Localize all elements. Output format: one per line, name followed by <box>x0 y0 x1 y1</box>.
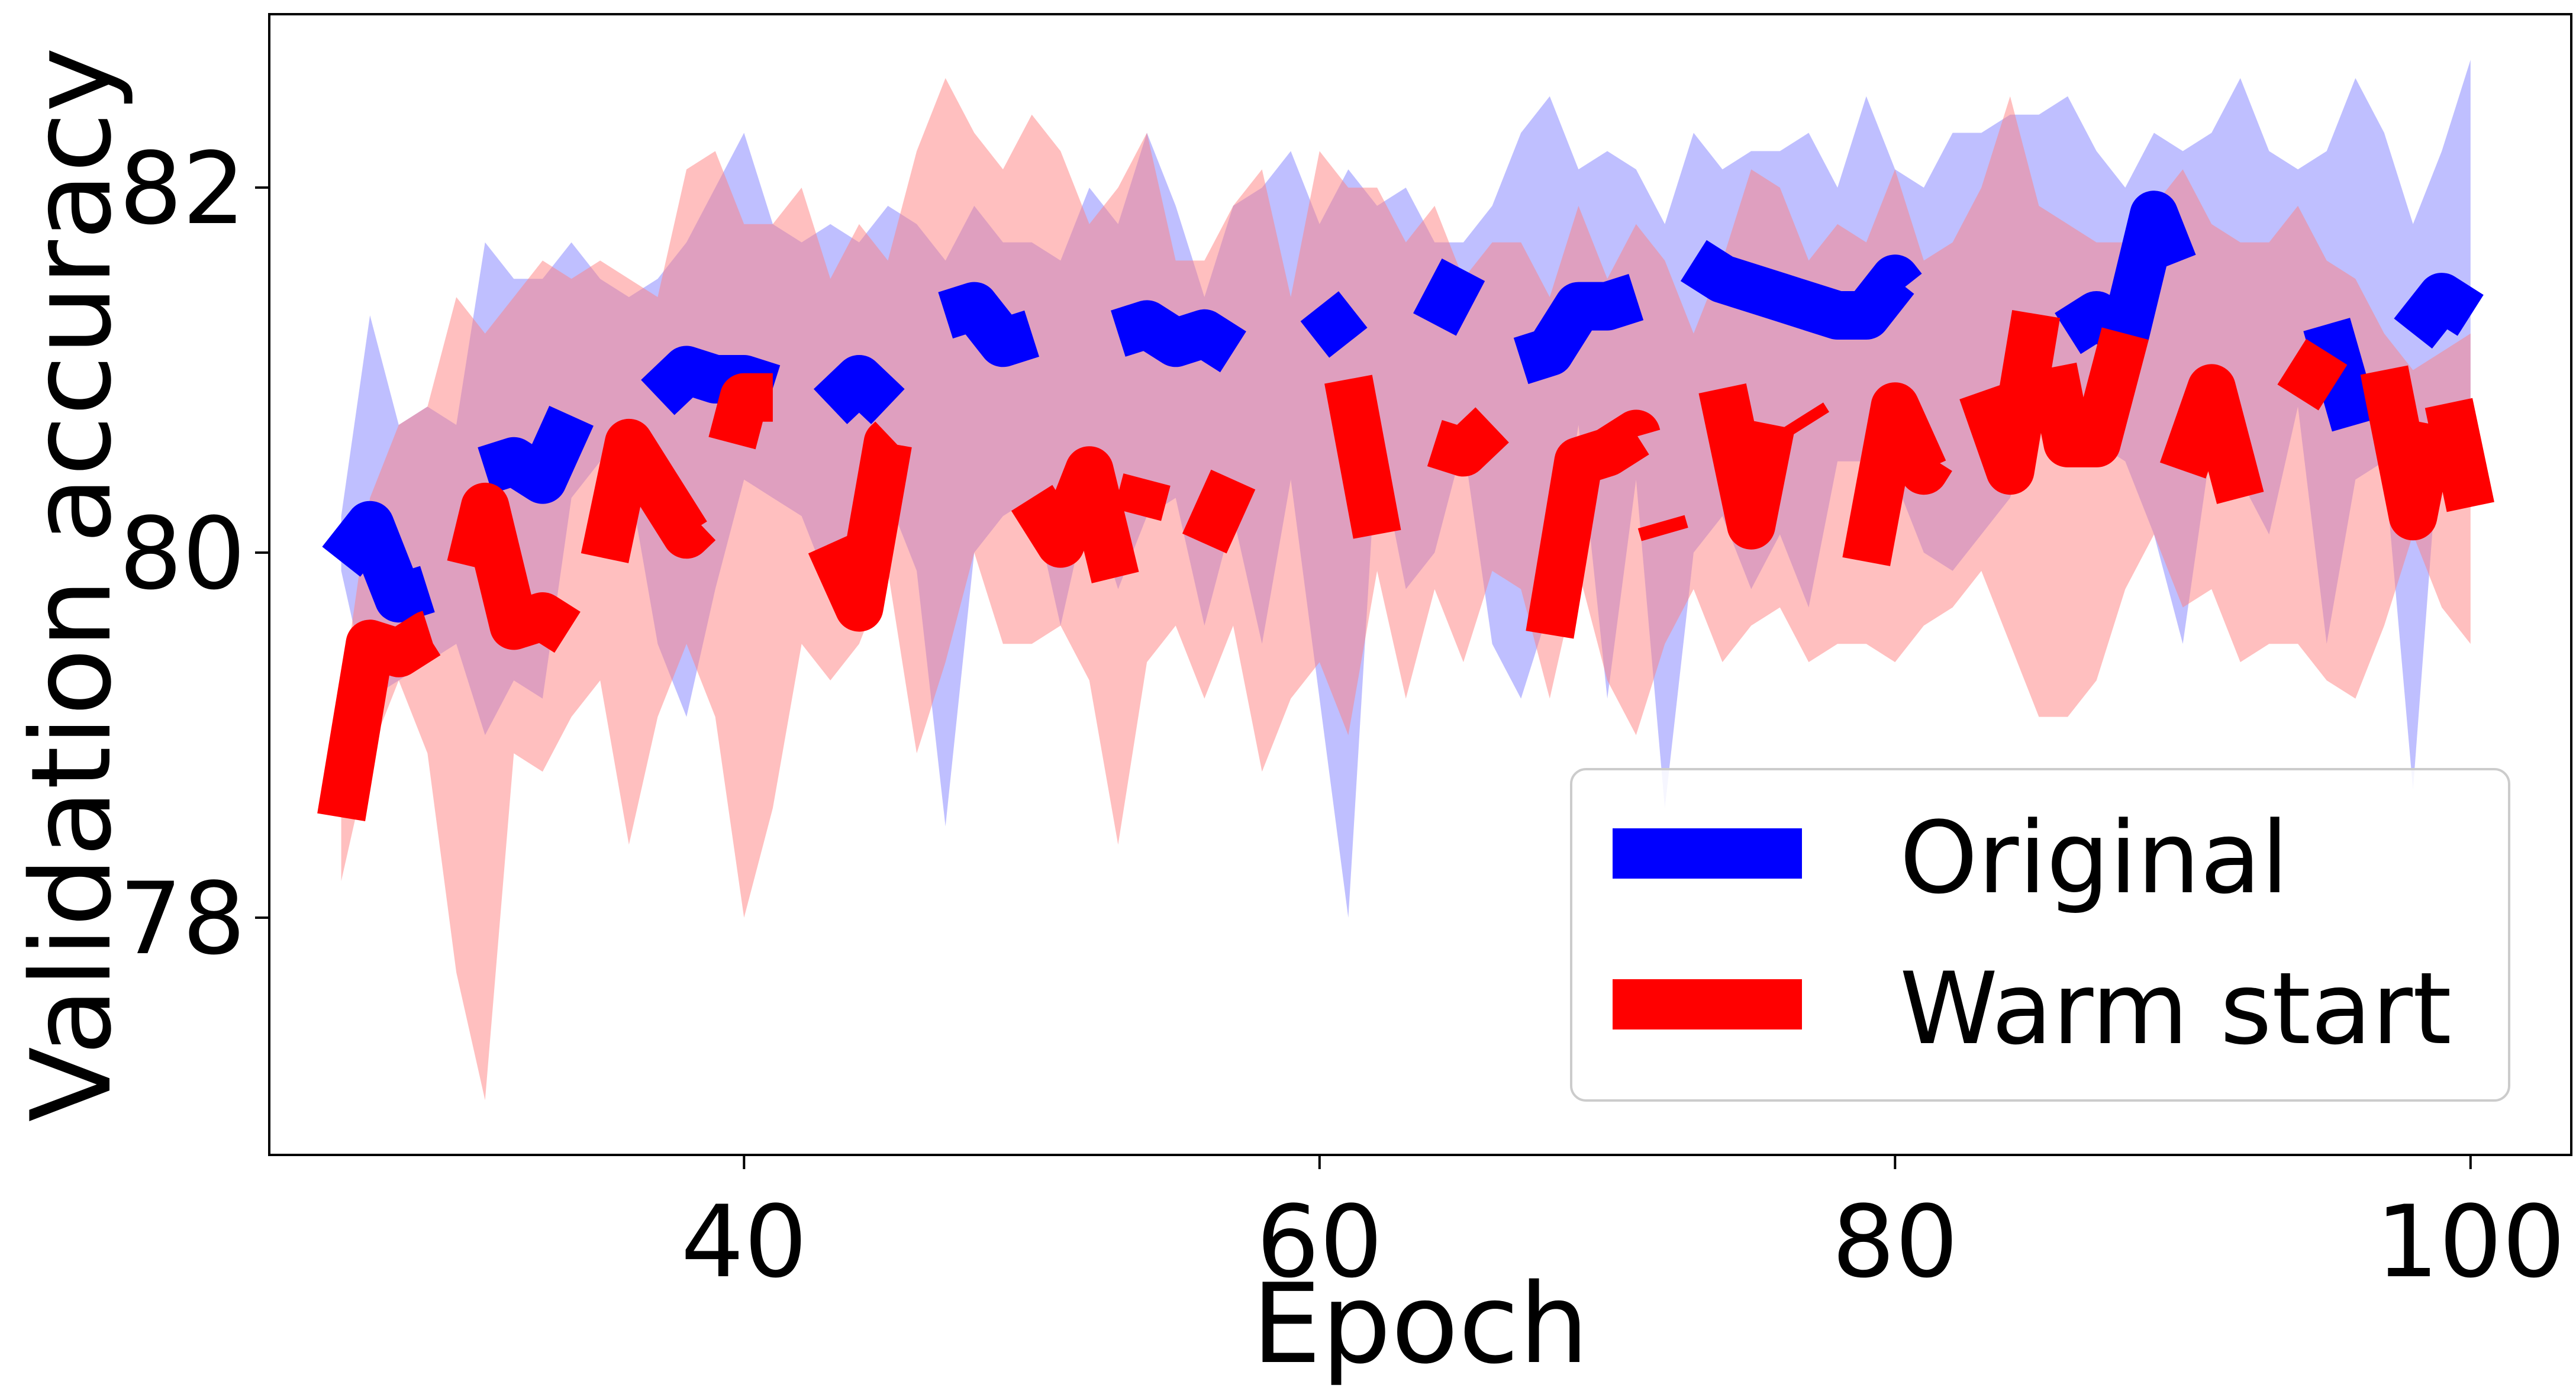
x-axis: 40 60 80 100 <box>681 1155 2565 1300</box>
legend-label-original: Original <box>1900 800 2288 916</box>
y-axis-title: Validation accuracy <box>7 47 136 1122</box>
line-warm-start <box>317 273 2494 822</box>
y-tick-label: 82 <box>119 131 246 247</box>
y-axis: 78 80 82 <box>119 131 269 977</box>
y-tick-label: 78 <box>119 861 246 977</box>
x-tick-label: 80 <box>1832 1184 1958 1300</box>
legend-swatch-original <box>1613 828 1802 879</box>
plot-frame <box>268 13 2572 1156</box>
confidence-bands <box>341 60 2471 1100</box>
x-tick-label: 40 <box>681 1184 807 1300</box>
series-lines <box>317 191 2494 822</box>
legend-box <box>1570 768 2510 1102</box>
legend-label-warm-start: Warm start <box>1900 951 2452 1067</box>
x-axis-title: Epoch <box>1252 1260 1589 1388</box>
legend-swatch-warm-start <box>1613 979 1802 1029</box>
x-tick-label: 100 <box>2375 1184 2565 1300</box>
x-tick-label: 60 <box>1256 1184 1383 1300</box>
band-warm-start <box>341 78 2471 1100</box>
legend: Original Warm start <box>1570 768 2510 1102</box>
y-tick-label: 80 <box>119 496 246 612</box>
line-original <box>322 191 2484 623</box>
